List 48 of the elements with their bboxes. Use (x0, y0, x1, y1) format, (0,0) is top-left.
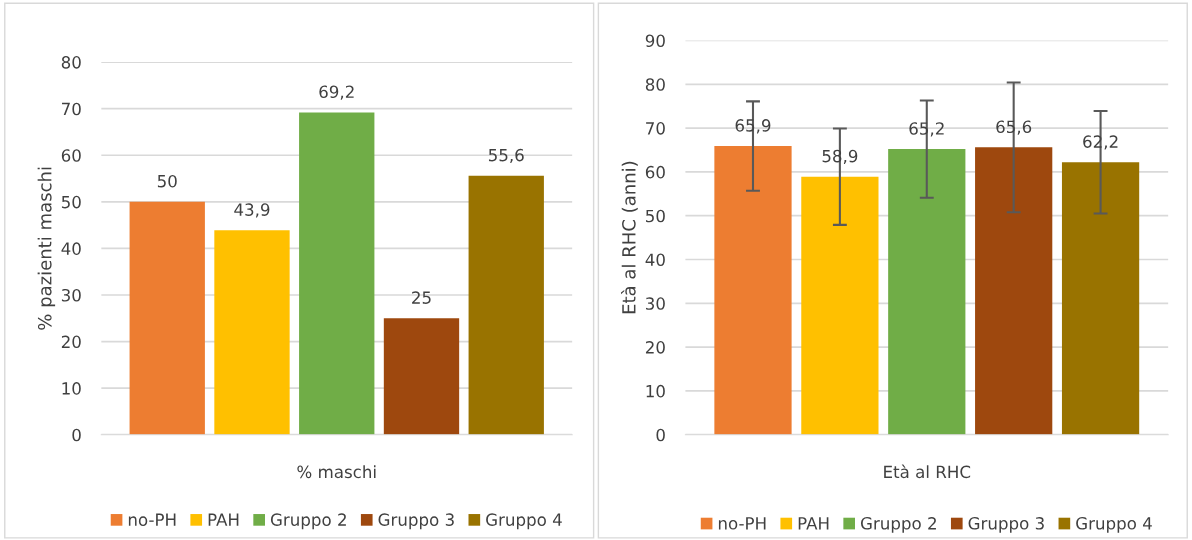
bar (383, 318, 460, 435)
y-tick-label: 30 (646, 297, 665, 310)
bar (129, 201, 205, 435)
y-tick-label: 0 (656, 428, 665, 442)
bar (214, 230, 290, 435)
data-label: 69,2 (319, 85, 354, 100)
data-label: 50 (157, 174, 177, 188)
legend-label: Gruppo 2 (860, 517, 936, 533)
legend-label: Gruppo 4 (1076, 517, 1152, 533)
y-tick-label: 80 (61, 56, 81, 69)
y-tick-label: 40 (61, 242, 81, 255)
y-tick-label: 50 (646, 209, 665, 223)
data-label: 25 (412, 291, 431, 304)
bar (888, 149, 966, 435)
y-tick-label: 90 (645, 34, 665, 48)
legend-label: Gruppo 3 (378, 513, 454, 530)
bar (714, 146, 792, 435)
legend-label: PAH (798, 517, 829, 530)
y-axis-title: % pazienti maschi (37, 167, 56, 330)
bar (1061, 162, 1140, 435)
y-tick-label: 20 (645, 341, 665, 354)
bar (975, 147, 1053, 435)
y-tick-label: 50 (61, 195, 81, 209)
legend-label: no-PH (128, 513, 176, 526)
data-label: 55,6 (488, 148, 524, 164)
legend-label: Gruppo 3 (968, 517, 1044, 533)
y-tick-label: 70 (62, 102, 81, 116)
data-label: 43,9 (234, 203, 270, 218)
y-tick-label: 60 (61, 149, 81, 162)
legend-label: PAH (208, 513, 239, 526)
x-tick-label: % maschi (297, 465, 376, 479)
y-tick-label: 10 (62, 382, 81, 395)
legend-label: Gruppo 4 (486, 513, 562, 530)
y-tick-label: 0 (72, 428, 81, 442)
y-tick-label: 40 (645, 253, 665, 267)
y-tick-label: 20 (61, 335, 81, 349)
y-axis-title: Età al RHC (anni) (621, 161, 638, 314)
bar (299, 112, 375, 435)
x-tick-label: Età al RHC (884, 464, 971, 479)
bar (801, 176, 879, 435)
y-tick-label: 70 (646, 122, 665, 135)
y-tick-label: 60 (645, 165, 665, 179)
y-tick-label: 30 (61, 288, 81, 302)
legend-label: no-PH (718, 517, 766, 530)
bar (468, 175, 544, 435)
legend-label: Gruppo 2 (270, 513, 346, 530)
y-tick-label: 10 (646, 384, 665, 398)
y-tick-label: 80 (645, 78, 665, 91)
